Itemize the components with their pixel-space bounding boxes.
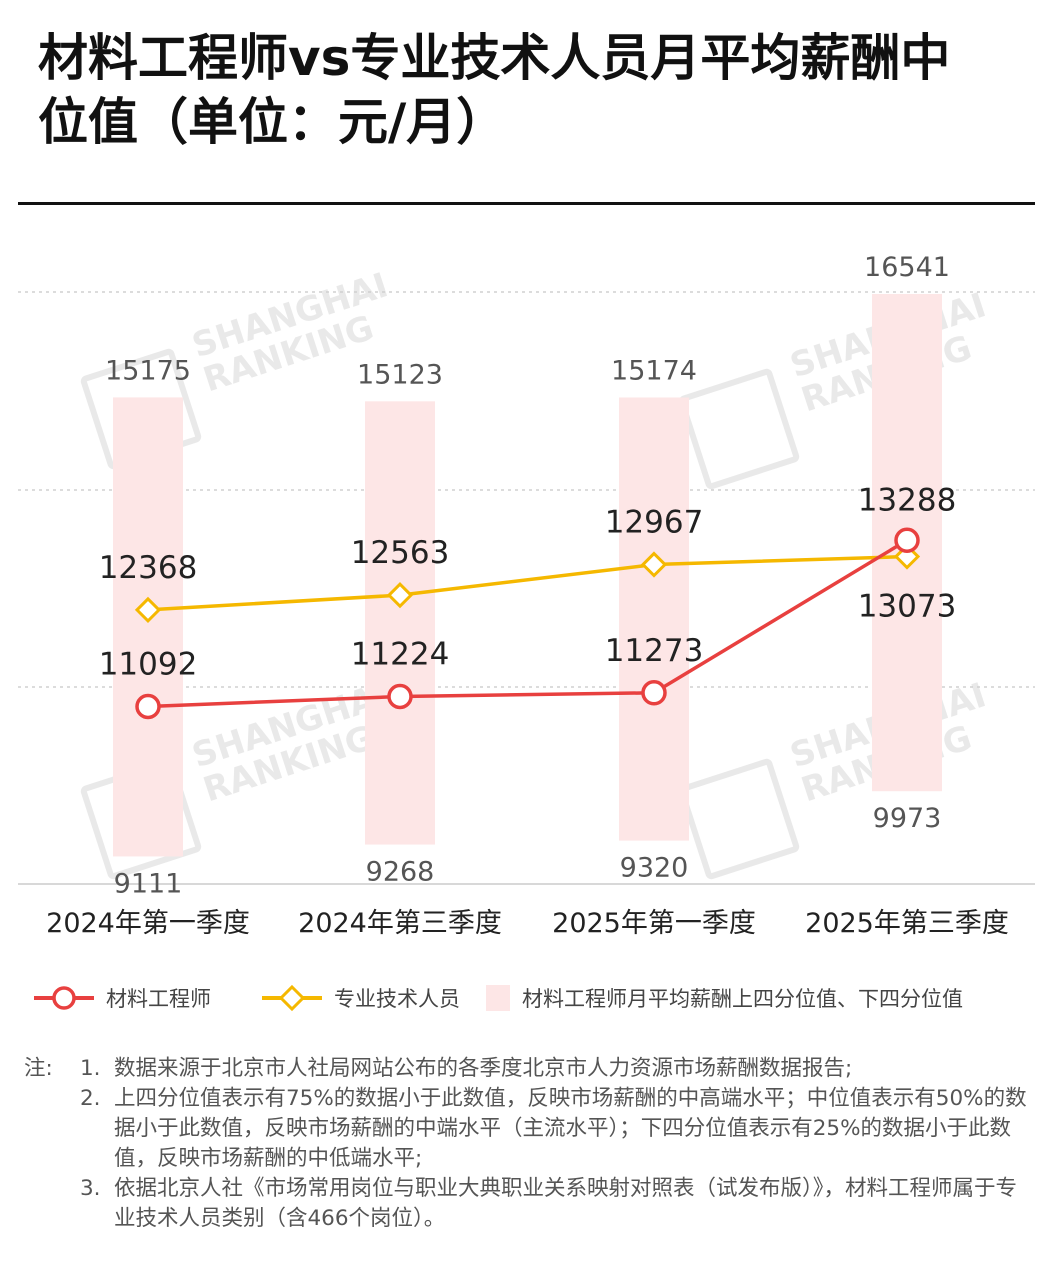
data-point-diamond — [134, 596, 162, 624]
note-number: 2. — [80, 1086, 101, 1111]
note-number: 1. — [80, 1056, 101, 1081]
data-point-circle — [135, 693, 161, 720]
data-label: 11092 — [99, 646, 198, 682]
legend: 材料工程师 专业技术人员 材料工程师月平均薪酬上四分位值、下四分位值 — [26, 980, 1036, 1016]
note-row-1: 注: 1. 数据来源于北京市人社局网站公布的各季度北京市人力资源市场薪酬数据报告… — [24, 1054, 1034, 1084]
note-row-2: 2. 上四分位值表示有75%的数据小于此数值，反映市场薪酬的中高端水平；中位值表… — [24, 1084, 1034, 1174]
note-prefix: 注: — [24, 1056, 53, 1081]
quartile-band — [365, 401, 435, 845]
legend-item-materials-engineer: 材料工程师 — [32, 980, 211, 1016]
quartile-band — [113, 397, 183, 857]
data-point-diamond — [386, 582, 414, 609]
series-line — [147, 538, 908, 709]
upper-quartile-label: 15174 — [611, 355, 697, 386]
data-label: 12368 — [99, 550, 198, 586]
chart-title: 材料工程师vs专业技术人员月平均薪酬中位值（单位：元/月） — [38, 29, 951, 151]
x-tick-label: 2025年第三季度 — [805, 908, 1009, 939]
series-line — [147, 554, 908, 612]
title-divider — [18, 202, 1035, 205]
legend-item-quartile-band: 材料工程师月平均薪酬上四分位值、下四分位值 — [486, 980, 963, 1016]
note-text: 上四分位值表示有75%的数据小于此数值，反映市场薪酬的中高端水平；中位值表示有5… — [114, 1086, 1027, 1171]
lower-quartile-label: 9111 — [114, 868, 183, 899]
data-point-circle — [641, 680, 667, 706]
legend-band-swatch-icon — [486, 985, 510, 1011]
upper-quartile-label: 15123 — [357, 359, 443, 390]
x-tick-label: 2024年第一季度 — [46, 908, 250, 939]
legend-line-diamond-icon — [262, 984, 322, 1012]
data-label: 11224 — [351, 636, 450, 672]
data-label: 13288 — [858, 482, 957, 518]
data-point-circle — [387, 683, 413, 710]
upper-quartile-label: 16541 — [864, 252, 950, 283]
note-row-3: 3. 依据北京人社《市场常用岗位与职业大典职业关系映射对照表（试发布版）》，材料… — [24, 1174, 1034, 1234]
note-number: 3. — [80, 1176, 101, 1201]
legend-label-materials-engineer: 材料工程师 — [106, 987, 211, 1011]
note-text: 依据北京人社《市场常用岗位与职业大典职业关系映射对照表（试发布版）》，材料工程师… — [114, 1176, 1018, 1231]
lower-quartile-label: 9320 — [620, 853, 689, 884]
note-text: 数据来源于北京市人社局网站公布的各季度北京市人力资源市场薪酬数据报告; — [114, 1056, 853, 1081]
footnotes: 注: 1. 数据来源于北京市人社局网站公布的各季度北京市人力资源市场薪酬数据报告… — [24, 1054, 1034, 1234]
data-label: 12967 — [605, 505, 704, 541]
legend-item-professional-staff: 专业技术人员 — [260, 980, 460, 1016]
line-chart: 15175 9111 15123 9268 15174 9320 16541 9973 1109… — [18, 252, 1035, 939]
data-point-circle — [894, 527, 920, 554]
x-tick-label: 2025年第一季度 — [552, 908, 756, 939]
legend-line-circle-icon — [34, 986, 94, 1010]
legend-label-quartile-band: 材料工程师月平均薪酬上四分位值、下四分位值 — [522, 987, 963, 1011]
lower-quartile-label: 9268 — [366, 857, 435, 888]
data-label: 11273 — [605, 633, 704, 669]
data-point-diamond — [640, 551, 668, 578]
data-label: 12563 — [351, 535, 450, 571]
legend-label-professional-staff: 专业技术人员 — [334, 987, 460, 1011]
quartile-band — [619, 397, 689, 841]
lower-quartile-label: 9973 — [873, 803, 942, 834]
data-label: 13073 — [858, 589, 957, 625]
upper-quartile-label: 15175 — [105, 355, 191, 386]
x-tick-label: 2024年第三季度 — [298, 908, 502, 939]
